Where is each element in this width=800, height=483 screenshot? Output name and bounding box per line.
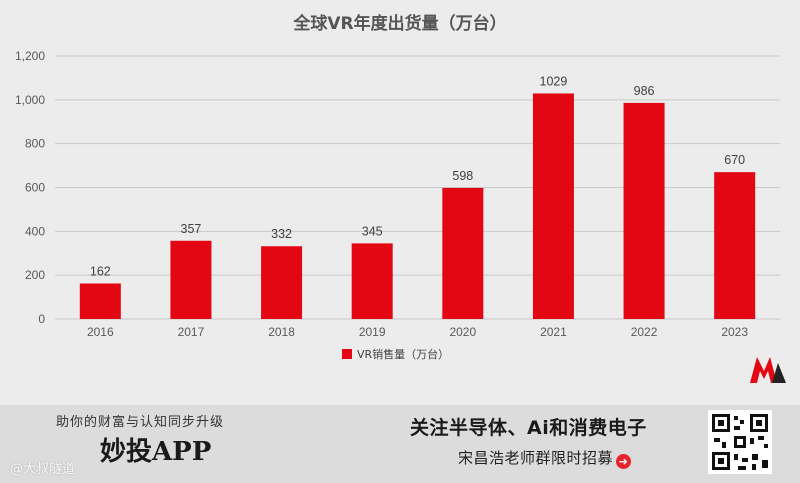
x-tick-label-2018: 2018: [268, 325, 295, 339]
data-label-2019: 345: [362, 224, 383, 238]
chart-legend: VR销售量（万台）: [342, 347, 449, 361]
data-label-2021: 1029: [540, 74, 568, 88]
right-arrow-icon[interactable]: ➜: [616, 454, 632, 469]
x-tick-label-2021: 2021: [540, 325, 567, 339]
y-tick-label: 200: [25, 268, 45, 282]
data-label-2020: 598: [452, 169, 473, 183]
x-tick-label-2019: 2019: [359, 325, 386, 339]
app-name[interactable]: 妙投APP: [100, 437, 212, 467]
bar-2023: [714, 172, 756, 319]
y-tick-label: 400: [25, 224, 45, 238]
data-label-2016: 162: [90, 264, 111, 278]
data-label-2018: 332: [271, 227, 292, 241]
chart-title: 全球VR年度出货量（万台）: [292, 13, 506, 34]
bar-2020: [442, 187, 484, 319]
bar-chart: 全球VR年度出货量（万台） 0 200 400 600 800 1,000 1,200 16…: [15, 13, 780, 361]
y-tick-label: 1,200: [15, 49, 45, 63]
legend-swatch: [342, 349, 352, 359]
watermark: @大叔隧道: [10, 462, 76, 477]
bar-2018: [261, 246, 303, 319]
chart-area: 全球VR年度出货量（万台） 0 200 400 600 800 1,000 1,200 16…: [14, 13, 786, 383]
x-axis-ticks: 2016 2017 2018 2019 2020 2021 2022 2023: [87, 325, 748, 339]
y-tick-label: 1,000: [15, 93, 45, 107]
x-tick-label-2016: 2016: [87, 325, 114, 339]
data-labels: 162 357 332 345 598 1029 986 670: [90, 74, 745, 278]
gridlines: [55, 55, 780, 320]
bar-2016: [79, 283, 121, 319]
data-label-2023: 670: [724, 153, 745, 167]
banner-slogan: 助你的财富与认知同步升级: [56, 415, 225, 430]
promo-banner: [0, 405, 800, 483]
bar-2021: [532, 93, 574, 319]
x-tick-label-2017: 2017: [178, 325, 205, 339]
bar-2022: [623, 102, 665, 319]
qr-code-icon[interactable]: [708, 410, 772, 474]
brand-logo-icon: [750, 357, 786, 383]
bar-2019: [351, 243, 393, 319]
banner-headline: 关注半导体、Ai和消费电子: [410, 417, 647, 439]
x-tick-label-2022: 2022: [631, 325, 658, 339]
x-tick-label-2020: 2020: [449, 325, 476, 339]
banner-subline[interactable]: 宋昌浩老师群限时招募 ➜: [458, 447, 632, 469]
data-label-2017: 357: [181, 222, 202, 236]
y-tick-label: 600: [25, 181, 45, 195]
y-axis-ticks: 0 200 400 600 800 1,000 1,200: [15, 49, 45, 326]
bar-2017: [170, 240, 212, 319]
y-tick-label: 800: [25, 137, 45, 151]
legend-label: VR销售量（万台）: [357, 347, 449, 361]
subline-text: 宋昌浩老师群限时招募: [458, 449, 614, 467]
data-label-2022: 986: [634, 84, 655, 98]
bars: [79, 93, 756, 319]
y-tick-label: 0: [38, 312, 45, 326]
x-tick-label-2023: 2023: [721, 325, 748, 339]
